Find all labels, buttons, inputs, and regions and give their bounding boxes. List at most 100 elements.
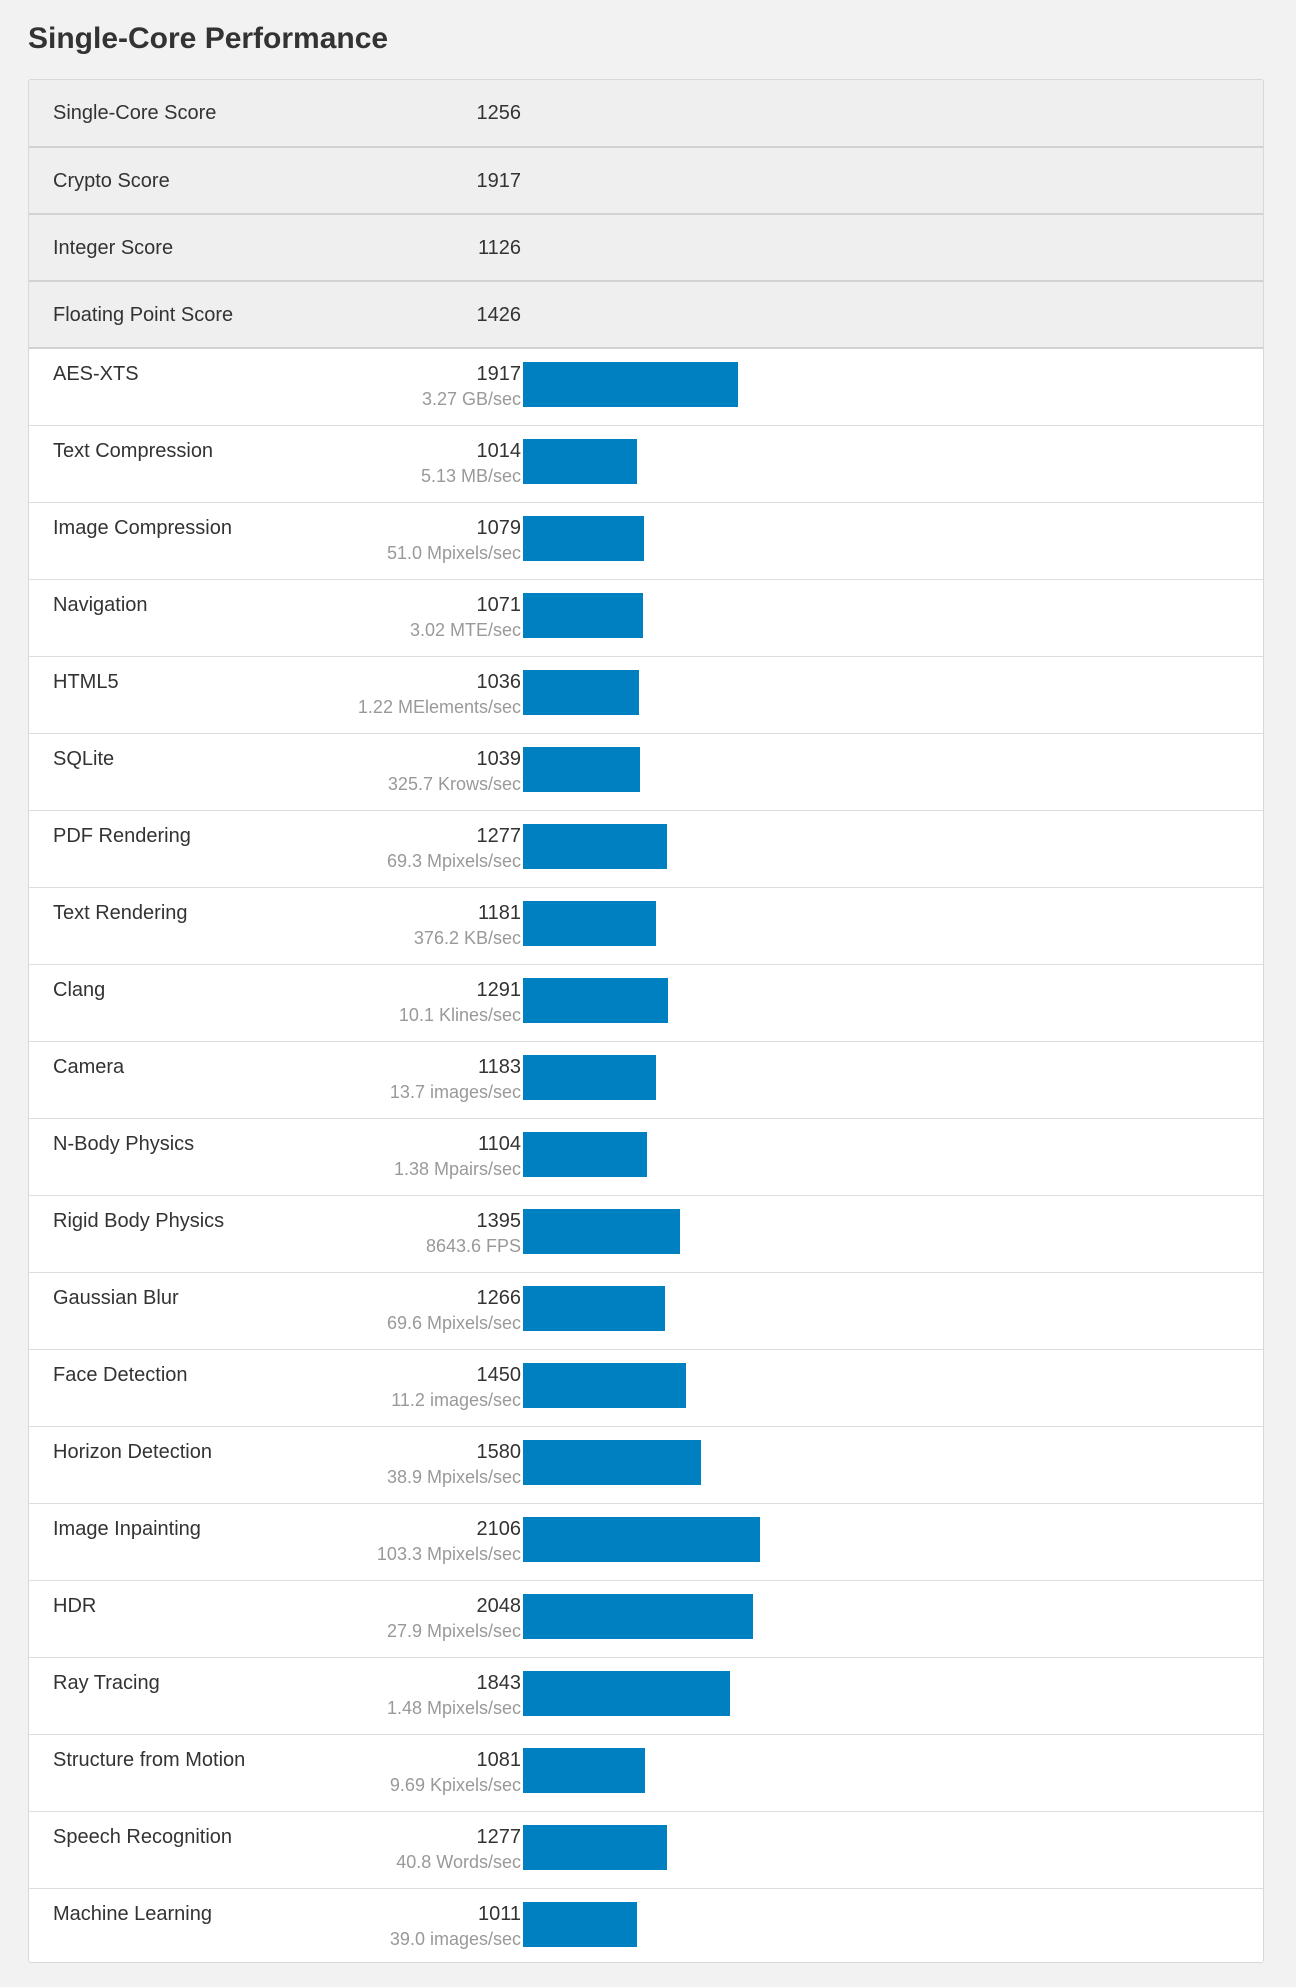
benchmark-row: Structure from Motion 1081 9.69 Kpixels/se…	[29, 1735, 1263, 1812]
benchmark-name: Face Detection	[53, 1364, 188, 1386]
benchmark-row: Machine Learning 1011 39.0 images/sec	[29, 1889, 1263, 1962]
benchmark-rate: 39.0 images/sec	[389, 1929, 521, 1949]
summary-value: 1256	[476, 102, 522, 124]
benchmark-bar	[523, 516, 644, 561]
benchmark-row: SQLite 1039 325.7 Krows/sec	[29, 734, 1263, 811]
benchmark-score: 1011	[477, 1903, 521, 1925]
benchmark-bar	[523, 593, 643, 638]
benchmark-bar	[523, 1594, 753, 1639]
benchmark-row: Text Rendering 1181 376.2 KB/sec	[29, 888, 1263, 965]
benchmark-name: Navigation	[53, 594, 148, 616]
benchmark-score: 1843	[476, 1672, 522, 1694]
benchmark-score: 1079	[476, 517, 522, 539]
benchmark-bar	[523, 747, 640, 792]
benchmark-rate: 69.3 Mpixels/sec	[386, 851, 521, 871]
benchmark-name: Clang	[53, 979, 106, 1001]
benchmark-name: Machine Learning	[53, 1903, 212, 1925]
benchmark-score: 1580	[476, 1441, 522, 1463]
benchmark-score: 2048	[476, 1595, 522, 1617]
benchmark-score: 1081	[476, 1749, 522, 1771]
benchmark-name: Image Compression	[53, 517, 232, 539]
benchmark-score: 1266	[476, 1287, 522, 1309]
benchmark-bar	[523, 1209, 680, 1254]
benchmark-score: 2106	[476, 1518, 522, 1540]
benchmark-score: 1917	[476, 363, 522, 385]
benchmark-row: AES-XTS 1917 3.27 GB/sec	[29, 349, 1263, 426]
benchmark-name: Image Inpainting	[53, 1518, 201, 1540]
summary-row-floating-point: Floating Point Score 1426	[29, 282, 1263, 349]
benchmark-name: HTML5	[53, 671, 119, 693]
summary-label: Crypto Score	[53, 170, 170, 192]
benchmark-row: Navigation 1071 3.02 MTE/sec	[29, 580, 1263, 657]
benchmark-bar	[523, 1517, 760, 1562]
benchmark-rate: 3.27 GB/sec	[421, 389, 521, 409]
benchmark-row: Ray Tracing 1843 1.48 Mpixels/sec	[29, 1658, 1263, 1735]
benchmark-bar	[523, 1363, 686, 1408]
benchmark-bar	[523, 362, 738, 407]
benchmark-row: Image Compression 1079 51.0 Mpixels/sec	[29, 503, 1263, 580]
benchmark-rate: 8643.6 FPS	[425, 1236, 521, 1256]
performance-card: Single-Core Score 1256 Crypto Score 1917…	[28, 79, 1264, 1963]
summary-row-crypto: Crypto Score 1917	[29, 148, 1263, 215]
benchmark-score: 1071	[476, 594, 522, 616]
benchmark-bar	[523, 670, 639, 715]
benchmark-name: HDR	[53, 1595, 97, 1617]
benchmark-bar	[523, 978, 668, 1023]
benchmark-row: HDR 2048 27.9 Mpixels/sec	[29, 1581, 1263, 1658]
benchmark-bar	[523, 1055, 656, 1100]
benchmark-rate: 13.7 images/sec	[389, 1082, 521, 1102]
benchmark-name: Text Rendering	[53, 902, 188, 924]
benchmark-rate: 27.9 Mpixels/sec	[386, 1621, 521, 1641]
benchmark-row: PDF Rendering 1277 69.3 Mpixels/sec	[29, 811, 1263, 888]
benchmark-row: Gaussian Blur 1266 69.6 Mpixels/sec	[29, 1273, 1263, 1350]
benchmark-rate: 38.9 Mpixels/sec	[386, 1467, 521, 1487]
benchmark-row: Rigid Body Physics 1395 8643.6 FPS	[29, 1196, 1263, 1273]
benchmark-score: 1450	[476, 1364, 522, 1386]
benchmark-bar	[523, 1286, 665, 1331]
benchmark-name: SQLite	[53, 748, 115, 770]
benchmark-rate: 376.2 KB/sec	[413, 928, 521, 948]
benchmark-list: AES-XTS 1917 3.27 GB/sec Text Compression 10…	[29, 349, 1263, 1962]
benchmark-rate: 5.13 MB/sec	[420, 466, 521, 486]
benchmark-row: Text Compression 1014 5.13 MB/sec	[29, 426, 1263, 503]
benchmark-bar	[523, 1825, 667, 1870]
benchmark-rate: 11.2 images/sec	[391, 1390, 521, 1410]
benchmark-row: Camera 1183 13.7 images/sec	[29, 1042, 1263, 1119]
summary-value: 1917	[476, 170, 522, 192]
benchmark-bar	[523, 1902, 637, 1947]
benchmark-rate: 1.48 Mpixels/sec	[386, 1698, 521, 1718]
benchmark-name: Text Compression	[53, 440, 214, 462]
benchmark-name: Speech Recognition	[53, 1826, 233, 1848]
summary-label: Single-Core Score	[53, 102, 217, 124]
benchmark-name: AES-XTS	[53, 363, 139, 385]
benchmark-score: 1104	[477, 1133, 521, 1155]
benchmark-score: 1039	[476, 748, 522, 770]
benchmark-bar	[523, 824, 667, 869]
benchmark-name: PDF Rendering	[53, 825, 191, 847]
benchmark-row: Clang 1291 10.1 Klines/sec	[29, 965, 1263, 1042]
benchmark-score: 1277	[476, 1826, 522, 1848]
benchmark-bar	[523, 1132, 647, 1177]
benchmark-score: 1036	[476, 671, 522, 693]
benchmark-bar	[523, 1748, 645, 1793]
summary-label: Floating Point Score	[53, 304, 234, 326]
summary-label: Integer Score	[53, 237, 174, 259]
benchmark-name: Horizon Detection	[53, 1441, 212, 1463]
benchmark-rate: 1.38 Mpairs/sec	[393, 1159, 521, 1179]
benchmark-bar	[523, 901, 656, 946]
benchmark-row: Speech Recognition 1277 40.8 Words/sec	[29, 1812, 1263, 1889]
benchmark-name: Camera	[53, 1056, 125, 1078]
summary-row-integer: Integer Score 1126	[29, 215, 1263, 282]
benchmark-row: Horizon Detection 1580 38.9 Mpixels/sec	[29, 1427, 1263, 1504]
benchmark-name: Gaussian Blur	[53, 1287, 179, 1309]
benchmark-bar	[523, 1440, 701, 1485]
benchmark-name: Ray Tracing	[53, 1672, 160, 1694]
page-title: Single-Core Performance	[28, 22, 389, 55]
summary-row-single-core: Single-Core Score 1256	[29, 80, 1263, 148]
benchmark-score: 1277	[476, 825, 522, 847]
benchmark-score: 1395	[476, 1210, 522, 1232]
benchmark-row: Image Inpainting 2106 103.3 Mpixels/sec	[29, 1504, 1263, 1581]
benchmark-row: N-Body Physics 1104 1.38 Mpairs/sec	[29, 1119, 1263, 1196]
benchmark-rate: 69.6 Mpixels/sec	[386, 1313, 521, 1333]
benchmark-score: 1181	[477, 902, 521, 924]
